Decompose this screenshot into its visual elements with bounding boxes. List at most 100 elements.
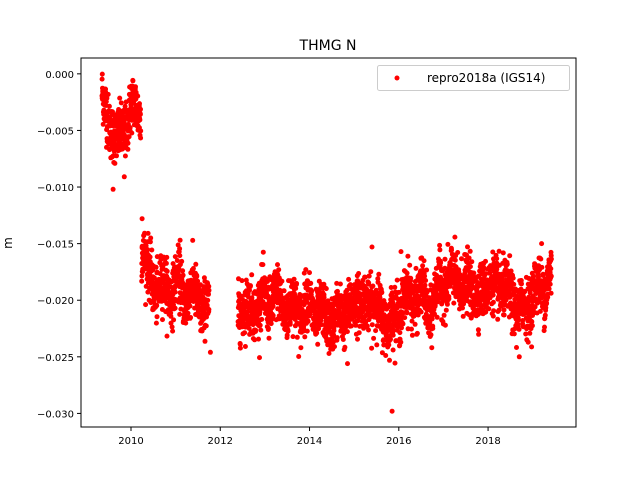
data-point: [172, 289, 178, 295]
data-point: [455, 250, 461, 255]
data-point: [508, 268, 514, 274]
data-point: [147, 239, 153, 245]
data-point: [421, 258, 427, 264]
data-point: [104, 95, 110, 101]
data-point: [443, 307, 449, 313]
data-point: [138, 135, 144, 141]
data-point: [501, 307, 507, 313]
data-point: [248, 283, 253, 289]
data-point: [430, 325, 436, 331]
data-point: [446, 296, 452, 302]
data-point: [105, 91, 111, 97]
data-point: [375, 276, 381, 282]
data-point: [242, 330, 248, 336]
data-point: [516, 317, 522, 323]
x-tick-label: 2016: [386, 436, 411, 447]
data-point: [188, 315, 194, 320]
y-tick-label: −0.015: [37, 240, 74, 251]
data-point: [265, 325, 271, 331]
data-point: [154, 314, 160, 320]
data-point: [496, 248, 502, 254]
data-point: [429, 316, 435, 322]
data-point: [525, 339, 531, 345]
data-point: [118, 100, 124, 106]
data-point: [494, 256, 500, 262]
data-point: [476, 331, 482, 337]
data-point: [139, 273, 145, 279]
data-point: [256, 336, 261, 342]
data-point: [183, 320, 189, 326]
data-point: [203, 323, 209, 329]
data-point: [266, 335, 272, 341]
data-point: [432, 311, 437, 317]
data-point: [127, 125, 133, 130]
y-tick-label: −0.025: [37, 353, 74, 364]
data-point: [145, 247, 151, 253]
data-point: [206, 307, 212, 312]
data-point: [293, 285, 299, 291]
data-point: [319, 322, 324, 328]
data-point: [409, 318, 415, 324]
data-point: [138, 128, 144, 134]
data-point: [190, 266, 196, 271]
data-point: [442, 256, 448, 262]
data-point: [405, 253, 411, 259]
data-point: [383, 353, 389, 358]
x-tick-label: 2010: [118, 436, 143, 447]
data-point: [121, 174, 127, 180]
data-point: [106, 103, 112, 109]
data-point: [298, 345, 304, 351]
data-point: [514, 345, 519, 350]
plot-frame: [80, 57, 577, 428]
data-point: [409, 332, 415, 338]
data-point: [452, 257, 458, 263]
data-point: [466, 255, 472, 261]
data-point: [381, 337, 386, 343]
data-point: [404, 310, 410, 316]
data-point: [353, 322, 359, 328]
data-point: [245, 309, 250, 315]
data-point: [355, 336, 360, 342]
data-point: [290, 334, 296, 340]
data-point: [539, 241, 545, 247]
data-point: [422, 273, 428, 279]
data-point: [519, 281, 524, 287]
data-point: [376, 271, 382, 277]
data-point: [390, 347, 396, 353]
data-point: [483, 258, 488, 264]
data-point: [268, 321, 274, 327]
data-point: [364, 323, 370, 329]
data-point: [444, 301, 450, 307]
data-point: [154, 303, 160, 309]
data-point: [491, 308, 497, 314]
data-point: [125, 140, 131, 146]
data-point: [294, 334, 300, 340]
data-point: [404, 270, 410, 276]
data-point: [396, 289, 402, 295]
data-point: [399, 325, 404, 331]
data-point: [122, 153, 128, 159]
data-point: [314, 330, 320, 336]
data-point: [442, 322, 448, 328]
data-point: [291, 276, 297, 282]
data-point: [253, 327, 259, 333]
data-point: [490, 299, 496, 305]
data-point: [445, 241, 451, 247]
data-point: [398, 249, 404, 255]
data-point: [193, 261, 199, 267]
data-point: [177, 237, 183, 243]
data-point: [394, 277, 400, 283]
data-point: [352, 301, 358, 307]
y-tick-label: −0.010: [37, 183, 74, 194]
data-point: [460, 305, 465, 311]
data-point: [434, 314, 440, 320]
data-point: [137, 117, 143, 123]
data-point: [164, 254, 170, 260]
data-point: [388, 285, 394, 290]
data-point: [548, 273, 554, 279]
x-tick-label: 2018: [475, 436, 500, 447]
data-point: [270, 303, 276, 309]
legend-box: [377, 65, 570, 91]
data-point: [346, 276, 352, 282]
data-point: [374, 342, 380, 348]
